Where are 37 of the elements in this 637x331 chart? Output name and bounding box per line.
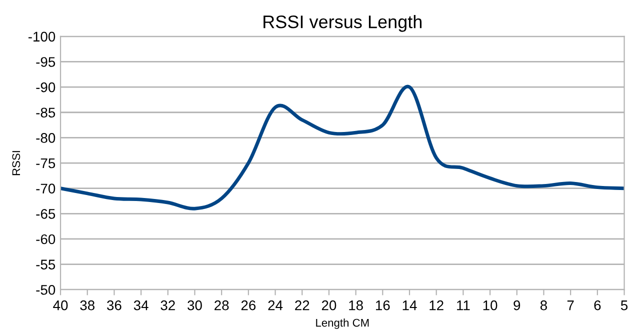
x-tick-label: 36 (107, 300, 122, 310)
x-tick-label: 32 (160, 300, 175, 310)
chart-title: RSSI versus Length (264, 14, 422, 32)
y-tick-label: -60 (36, 234, 56, 244)
y-tick-label: -90 (36, 82, 56, 92)
x-tick-label: 22 (295, 300, 310, 310)
x-tick-label: 20 (322, 300, 336, 310)
x-tick-label: 14 (402, 300, 417, 310)
y-axis-title: RSSI (12, 151, 20, 176)
y-tick-label: -80 (36, 133, 56, 143)
y-tick-label: -70 (36, 184, 56, 194)
x-tick-label: 6 (594, 300, 601, 310)
x-tick-label: 30 (188, 300, 202, 310)
x-tick-label: 28 (214, 300, 229, 310)
y-tick-label: -85 (36, 108, 56, 118)
x-tick-label: 24 (268, 300, 283, 310)
x-tick-label: 8 (540, 300, 547, 310)
x-tick-label: 40 (53, 300, 68, 310)
x-tick-label: 10 (483, 300, 498, 310)
x-tick-label: 18 (349, 300, 363, 310)
x-tick-label: 38 (80, 300, 94, 310)
x-tick-label: 12 (430, 300, 444, 310)
x-tick-label: 34 (134, 300, 148, 310)
y-tick-label: -50 (36, 284, 56, 295)
x-tick-label: 9 (514, 300, 520, 310)
line-series (60, 85, 624, 210)
x-axis-title: Length CM (316, 318, 369, 329)
y-tick-label: -75 (36, 158, 56, 168)
y-tick-label: -65 (36, 208, 56, 219)
y-tick-label: -95 (36, 57, 56, 67)
y-tick-label: -100 (28, 32, 56, 42)
x-tick-label: 7 (567, 300, 574, 310)
x-tick-label: 11 (457, 300, 470, 310)
x-tick-label: 5 (620, 300, 628, 310)
x-tick-label: 26 (241, 300, 256, 310)
x-tick-label: 16 (376, 300, 390, 310)
y-tick-label: -55 (36, 260, 56, 270)
